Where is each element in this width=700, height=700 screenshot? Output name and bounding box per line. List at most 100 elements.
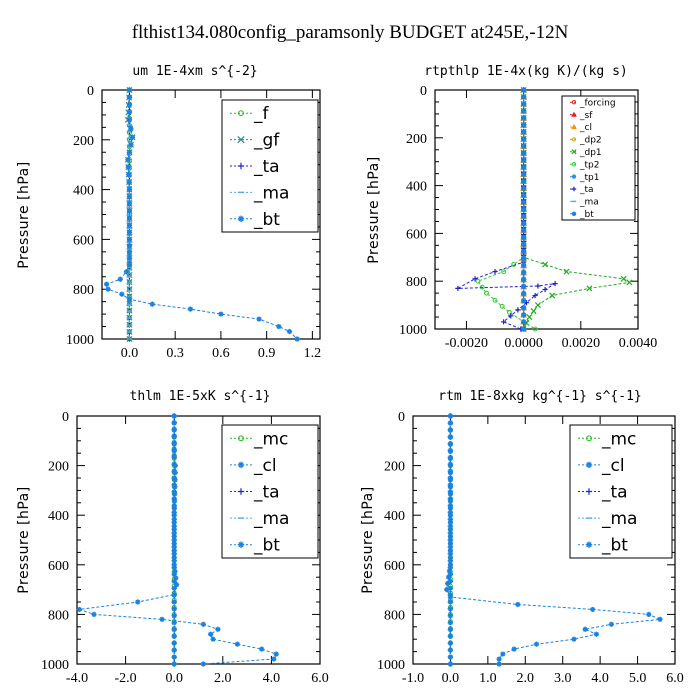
- x-tick-label: 1.0: [479, 671, 497, 686]
- data-point: [508, 313, 514, 319]
- data-point: [187, 306, 194, 312]
- data-point: [126, 229, 133, 235]
- data-point: [171, 640, 177, 646]
- data-point: [571, 636, 577, 642]
- data-point: [276, 323, 282, 330]
- data-point: [455, 285, 461, 291]
- data-point: [521, 305, 527, 311]
- data-point: [521, 129, 527, 135]
- data-point: [171, 475, 177, 481]
- data-point: [174, 582, 180, 588]
- data-point: [126, 172, 132, 178]
- data-point: [447, 654, 454, 660]
- data-point: [171, 454, 177, 460]
- data-point: [447, 544, 454, 550]
- panel-thlm: thlm 1E-5xK s^{-1} Pressure [hPa] 0 200 40…: [16, 389, 329, 686]
- data-point: [521, 101, 527, 107]
- data-point: [171, 489, 177, 495]
- data-point: [171, 526, 177, 532]
- data-point: [608, 621, 614, 627]
- data-point: [447, 447, 454, 454]
- data-point: [171, 413, 177, 419]
- data-point: [511, 646, 517, 652]
- data-point: [126, 102, 133, 108]
- legend-label: _bt: [253, 210, 280, 230]
- series-bt: [103, 87, 300, 342]
- data-point: [446, 568, 453, 574]
- x-tick-label: 0.0040: [619, 336, 658, 351]
- data-point: [447, 562, 454, 568]
- data-point: [171, 461, 177, 467]
- data-point: [171, 647, 177, 653]
- data-point: [445, 580, 451, 586]
- data-point: [172, 568, 178, 575]
- data-point: [286, 328, 293, 335]
- data-point: [126, 187, 133, 193]
- x-tick-label: -0.0020: [445, 336, 488, 351]
- data-point: [171, 530, 177, 536]
- data-point: [171, 509, 177, 516]
- x-tick-label: 2.0: [517, 671, 535, 686]
- data-point: [447, 626, 454, 633]
- data-point: [526, 314, 533, 321]
- legend-label: _bt: [579, 210, 594, 220]
- legend-marker: [571, 162, 577, 167]
- data-point: [521, 270, 527, 276]
- data-point: [171, 544, 177, 550]
- x-tick-label: 0.0: [121, 346, 139, 361]
- data-point: [210, 636, 216, 642]
- data-point: [447, 496, 454, 502]
- data-point: [294, 336, 300, 342]
- data-point: [171, 620, 177, 626]
- data-point: [126, 261, 133, 267]
- data-point: [521, 171, 527, 177]
- legend-label: _bt: [253, 536, 280, 556]
- data-point: [521, 108, 527, 114]
- data-point: [472, 276, 478, 282]
- legend-label: _ma: [253, 183, 289, 203]
- data-point: [447, 537, 454, 543]
- data-point: [171, 482, 177, 488]
- data-point: [626, 279, 633, 286]
- x-tick-label: 4.0: [263, 671, 281, 686]
- data-point: [171, 654, 177, 660]
- data-point: [521, 164, 527, 170]
- data-point: [496, 656, 502, 662]
- y-tick-label: 0: [420, 84, 427, 99]
- legend-label: _ma: [601, 509, 637, 529]
- y-tick-label: 800: [73, 283, 94, 298]
- data-point: [521, 136, 527, 142]
- data-point: [171, 468, 177, 474]
- data-point: [218, 311, 224, 317]
- data-point: [535, 283, 541, 289]
- data-point: [171, 633, 177, 640]
- data-point: [549, 292, 556, 299]
- x-tick-label: 6.0: [311, 671, 329, 686]
- legend-marker: [586, 435, 592, 442]
- legend-label: _mc: [253, 429, 288, 449]
- data-point: [521, 122, 527, 128]
- series-line: [477, 90, 536, 330]
- data-point: [128, 125, 134, 132]
- data-point: [259, 646, 265, 652]
- x-tick-label: 6.0: [666, 671, 684, 686]
- y-tick-label: 1000: [377, 658, 405, 673]
- data-point: [447, 558, 454, 564]
- y-tick-label: 0: [87, 84, 94, 99]
- plot-area: 0 200 400 600 800 1000-4.0 -2.0 0.0 2.0 4.0 6.0 _mc…: [41, 410, 329, 686]
- data-point: [171, 496, 177, 502]
- legend: _mc _cl _ta _ma _bt: [569, 424, 673, 559]
- legend-label: _forcing: [579, 98, 616, 108]
- data-point: [171, 562, 177, 568]
- data-point: [521, 242, 527, 248]
- data-point: [171, 420, 177, 426]
- data-point: [159, 616, 165, 622]
- legend-marker: [571, 100, 577, 105]
- legend-marker: [237, 135, 245, 144]
- y-tick-label: 0: [398, 410, 405, 425]
- legend-label: _bt: [601, 536, 628, 556]
- data-point: [521, 235, 527, 241]
- legend-marker: [571, 137, 577, 142]
- data-point: [126, 194, 133, 200]
- legend-label: _mc: [601, 429, 636, 449]
